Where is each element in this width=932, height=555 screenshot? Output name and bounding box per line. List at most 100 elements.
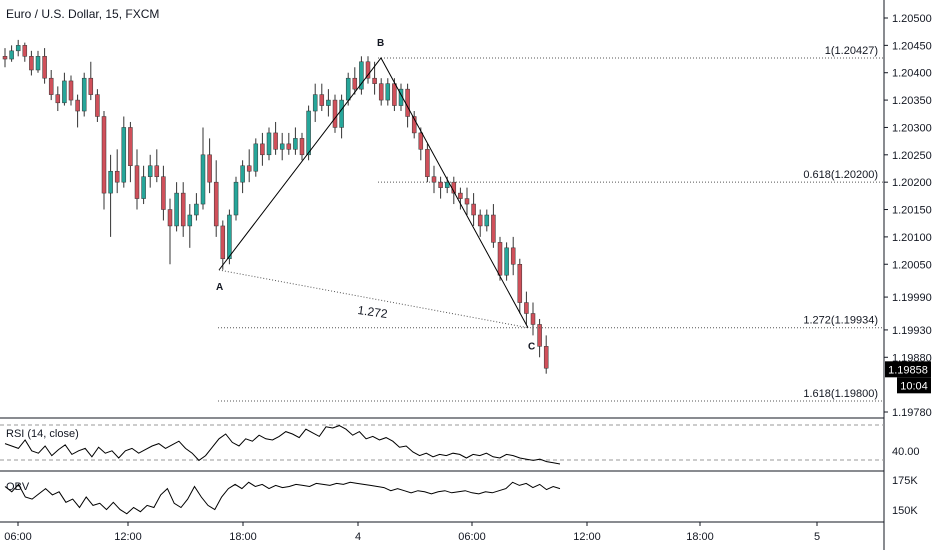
candle-down <box>352 77 358 90</box>
candle-down <box>530 313 536 325</box>
candle-down <box>95 94 100 117</box>
obv-label: OBV <box>6 481 30 493</box>
y-tick-label: 1.20250 <box>892 150 932 162</box>
x-tick-label: 06:00 <box>4 531 32 543</box>
candle-down <box>55 94 61 104</box>
candle-down <box>114 170 120 183</box>
x-tick-label: 18:00 <box>229 531 257 543</box>
y-tick-label: 1.20150 <box>892 205 932 217</box>
candle-down <box>286 143 292 150</box>
obv-series-line <box>4 481 561 515</box>
candle-up <box>359 61 364 90</box>
candle-down <box>246 165 252 172</box>
candle-down <box>392 83 397 106</box>
candle-up <box>81 77 87 112</box>
candle-down <box>537 324 542 347</box>
candle-down <box>477 214 483 227</box>
candle-up <box>174 192 179 227</box>
x-tick-label: 5 <box>814 531 820 543</box>
candle-down <box>471 203 476 216</box>
candle-down <box>48 77 54 95</box>
candle-down <box>418 132 424 150</box>
obv-tick-label: 175K <box>892 475 918 487</box>
ratio-label: 1.272 <box>357 303 389 321</box>
candle-up <box>385 83 391 101</box>
candle-up <box>147 165 153 177</box>
candle-up <box>312 94 318 112</box>
candle-down <box>543 346 549 369</box>
candle-down <box>411 116 417 134</box>
candle-up <box>227 214 232 260</box>
last-price-badge <box>885 361 931 378</box>
candle-up <box>141 176 146 199</box>
y-tick-label: 1.20100 <box>892 232 932 244</box>
candle-up <box>306 110 311 156</box>
candle-down <box>299 138 305 156</box>
candle-down <box>273 132 278 150</box>
fib-level-label: 0.618(1.20200) <box>803 169 878 181</box>
candle-down <box>101 116 107 194</box>
candle-up <box>293 138 298 150</box>
candle-down <box>425 149 430 177</box>
candle-down <box>154 165 160 177</box>
candle-down <box>464 198 470 205</box>
candle-down <box>22 45 28 57</box>
candle-up <box>253 143 259 172</box>
y-tick-label: 1.20450 <box>892 40 932 52</box>
candle-up <box>15 45 21 52</box>
candle-down <box>29 56 34 71</box>
candle-down <box>2 56 8 60</box>
y-tick-label: 1.20350 <box>892 95 932 107</box>
candle-down <box>497 242 503 276</box>
rsi-series-line <box>4 425 561 465</box>
point-label-c: C <box>528 342 535 353</box>
candle-up <box>187 214 193 227</box>
countdown-badge <box>897 377 931 394</box>
candle-down <box>365 61 371 79</box>
rsi-label: RSI (14, close) <box>6 428 79 440</box>
y-tick-label: 1.20400 <box>892 68 932 80</box>
candle-down <box>319 94 325 106</box>
y-tick-label: 1.20200 <box>892 177 932 189</box>
candle-down <box>213 181 219 227</box>
candle-up <box>194 203 199 216</box>
abc-pattern-line <box>218 57 529 328</box>
y-tick-label: 1.19990 <box>892 292 932 304</box>
candle-down <box>491 214 496 243</box>
rsi-tick-label: 40.00 <box>892 446 920 458</box>
candle-up <box>504 247 509 276</box>
candle-down <box>458 192 463 199</box>
x-tick-label: 06:00 <box>458 531 486 543</box>
candle-down <box>167 209 173 227</box>
fib-level-label: 1.272(1.19934) <box>803 315 878 327</box>
obv-tick-label: 150K <box>892 505 918 517</box>
candle-down <box>68 80 74 101</box>
candle-down <box>372 77 377 84</box>
candle-down <box>378 83 384 101</box>
candle-down <box>128 127 133 166</box>
candle-down <box>510 247 516 265</box>
candle-down <box>438 181 443 188</box>
ac-projection-line <box>218 269 529 329</box>
candle-down <box>332 99 338 128</box>
candle-up <box>9 50 14 60</box>
candle-up <box>279 143 285 150</box>
y-tick-label: 1.20300 <box>892 122 932 134</box>
candle-up <box>266 132 272 156</box>
y-tick-label: 1.19780 <box>892 407 932 419</box>
candle-up <box>108 170 113 194</box>
candle-up <box>345 77 351 101</box>
candle-up <box>240 165 245 183</box>
y-tick-label: 1.19880 <box>892 352 932 364</box>
candle-down <box>180 192 186 227</box>
y-tick-label: 1.19930 <box>892 325 932 337</box>
candle-up <box>326 99 331 106</box>
candle-down <box>517 264 523 303</box>
candle-down <box>161 176 166 210</box>
x-tick-label: 4 <box>355 531 361 543</box>
last-price-value: 1.19858 <box>888 364 928 376</box>
candle-down <box>42 56 47 79</box>
candle-down <box>220 225 226 260</box>
